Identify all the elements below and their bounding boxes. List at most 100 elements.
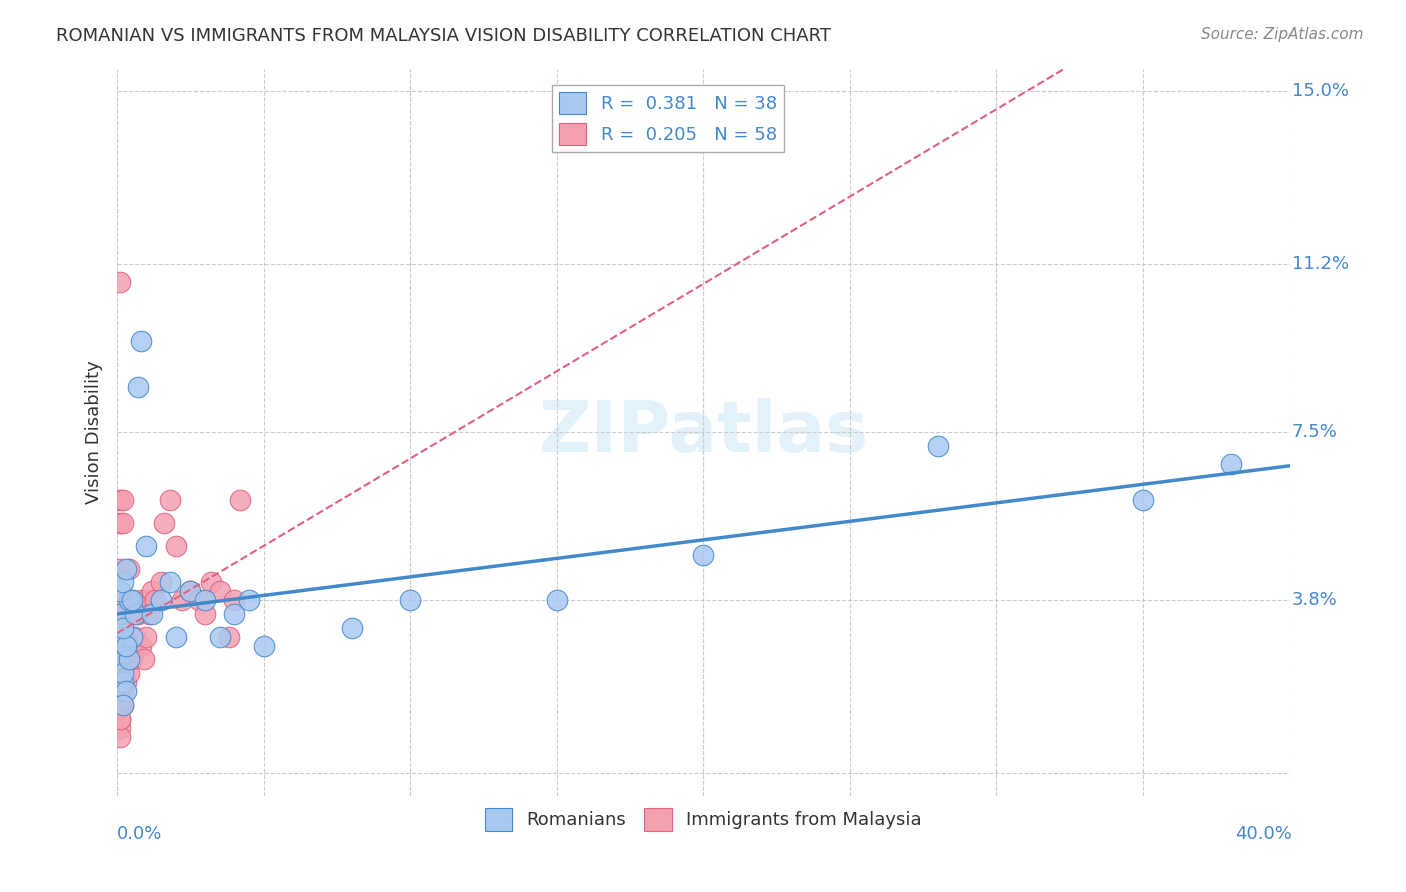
Point [121,607,143,621]
Point [115,630,138,644]
Point [115,639,138,653]
Point [135,539,157,553]
Point [546,593,568,607]
Point [170,593,193,607]
Point [138,607,160,621]
Point [108,698,131,712]
Point [108,516,131,530]
Point [127,380,149,394]
Point [108,652,131,666]
Point [112,630,135,644]
Point [108,730,131,744]
Text: ZIPatlas: ZIPatlas [538,398,869,467]
Point [115,675,138,690]
Point [108,630,131,644]
Point [108,493,131,508]
Point [135,630,157,644]
Point [108,561,131,575]
Point [129,593,152,607]
Point [159,493,181,508]
Text: 0.0%: 0.0% [117,825,163,843]
Point [118,652,141,666]
Point [108,721,131,735]
Point [112,493,135,508]
Point [112,621,135,635]
Point [1132,493,1154,508]
Point [165,539,187,553]
Point [141,607,163,621]
Text: ROMANIAN VS IMMIGRANTS FROM MALAYSIA VISION DISABILITY CORRELATION CHART: ROMANIAN VS IMMIGRANTS FROM MALAYSIA VIS… [56,27,831,45]
Point [127,607,149,621]
Point [121,593,143,607]
Point [179,584,201,599]
Point [179,584,201,599]
Point [238,593,260,607]
Point [112,698,135,712]
Point [112,684,135,698]
Point [108,675,131,690]
Point [112,607,135,621]
Text: 7.5%: 7.5% [1292,423,1337,442]
Text: 11.2%: 11.2% [1292,255,1348,273]
Point [218,630,240,644]
Point [112,652,135,666]
Legend: Romanians, Immigrants from Malaysia: Romanians, Immigrants from Malaysia [478,801,929,838]
Point [118,639,141,653]
Point [112,675,135,690]
Point [115,561,138,575]
Point [153,516,176,530]
Text: Source: ZipAtlas.com: Source: ZipAtlas.com [1201,27,1364,42]
Point [108,666,131,681]
Point [112,666,135,681]
Point [108,652,131,666]
Point [129,334,152,349]
Point [129,639,152,653]
Point [135,593,157,607]
Point [108,630,131,644]
Point [200,575,222,590]
Point [253,639,276,653]
Point [194,607,217,621]
Point [188,593,211,607]
Point [141,584,163,599]
Point [118,593,141,607]
Point [927,439,949,453]
Text: 40.0%: 40.0% [1234,825,1292,843]
Point [159,575,181,590]
Point [143,593,166,607]
Text: 3.8%: 3.8% [1292,591,1337,609]
Text: 15.0%: 15.0% [1292,82,1348,100]
Point [115,639,138,653]
Point [165,630,187,644]
Point [108,684,131,698]
Point [1219,457,1241,471]
Point [108,675,131,690]
Point [108,639,131,653]
Point [224,607,246,621]
Point [121,652,143,666]
Point [115,684,138,698]
Point [229,493,252,508]
Point [124,630,146,644]
Point [108,607,131,621]
Point [399,593,422,607]
Point [112,575,135,590]
Point [692,548,714,562]
Y-axis label: Vision Disability: Vision Disability [86,360,103,504]
Point [124,639,146,653]
Point [108,712,131,726]
Point [112,698,135,712]
Point [108,712,131,726]
Point [124,607,146,621]
Point [118,561,141,575]
Point [108,584,131,599]
Point [121,593,143,607]
Point [115,652,138,666]
Point [108,652,131,666]
Point [132,652,155,666]
Point [150,593,173,607]
Point [115,593,138,607]
Point [108,275,131,289]
Point [194,593,217,607]
Point [112,516,135,530]
